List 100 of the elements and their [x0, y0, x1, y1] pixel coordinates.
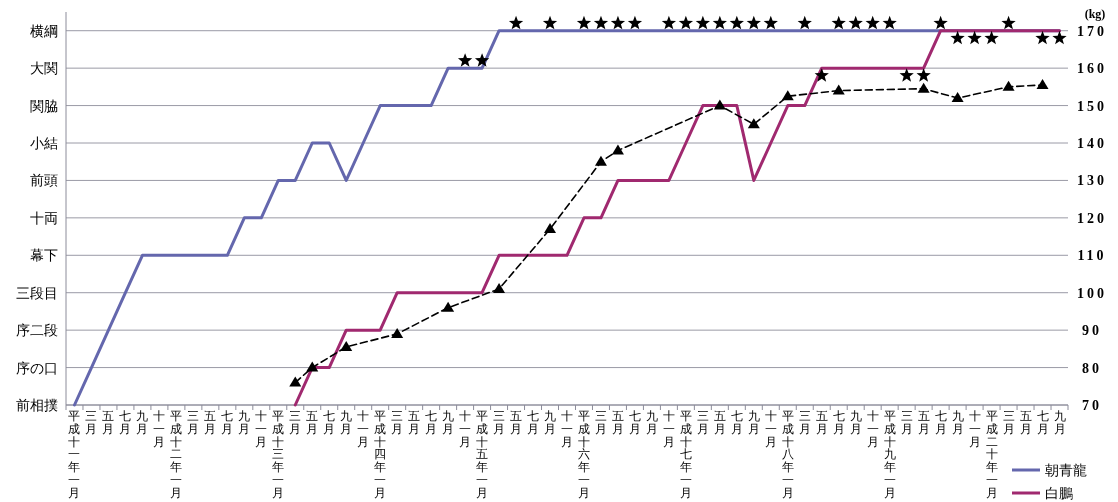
x-tick-label: 五月 [1019, 409, 1032, 436]
point [493, 282, 506, 293]
x-tick-label: 三月 [594, 409, 607, 436]
x-tick-label: 三月 [1002, 409, 1015, 436]
x-tick-label: 七月 [832, 409, 845, 436]
x-tick-label: 九月 [238, 409, 251, 436]
point [746, 15, 761, 30]
x-tick-label: 九月 [1053, 409, 1066, 436]
rank-labels: 横綱 大関 関脇 小結 前頭 十両 幕下 三段目 序二段 序の口 前相撲 [16, 22, 58, 413]
x-tick-label: 平成十二年一月 [170, 409, 183, 500]
x-tick-label: 平成十六年一月 [577, 409, 590, 500]
point [542, 15, 558, 30]
point [1002, 80, 1015, 91]
y-tick-label: 120 [1077, 210, 1107, 226]
legend-label: 朝青龍 [1045, 462, 1087, 478]
x-tick-label: 十一月 [866, 409, 879, 449]
x-tick-label: 十一月 [153, 409, 166, 449]
point [984, 30, 999, 45]
point [340, 340, 353, 351]
x-tick-label: 平成二十年一月 [985, 409, 998, 500]
point [474, 53, 490, 67]
x-tick-label: 五月 [102, 409, 115, 436]
x-tick-label: 平成十七年一月 [679, 409, 692, 500]
x-tick-label: 十一月 [255, 409, 268, 449]
x-tick-label: 九月 [340, 409, 353, 436]
point [967, 30, 982, 45]
point [933, 15, 948, 30]
point [848, 15, 863, 30]
point [1052, 30, 1067, 45]
x-tick-label: 五月 [713, 409, 726, 436]
point [627, 15, 643, 30]
point [1036, 78, 1049, 89]
x-tick-label: 七月 [730, 409, 743, 436]
x-tick-label: 五月 [815, 409, 828, 436]
point [508, 15, 524, 30]
y-tick-label: 90 [1082, 323, 1102, 339]
y-tick-label: 170 [1077, 23, 1107, 39]
x-tick-label: 三月 [187, 409, 200, 436]
point [661, 15, 677, 30]
x-tick-label: 七月 [119, 409, 132, 436]
point [544, 223, 557, 234]
point [576, 15, 592, 30]
y-tick-label: 100 [1077, 285, 1107, 301]
point [1035, 30, 1050, 45]
x-tick-label: 平成十九年一月 [883, 409, 896, 500]
x-tick-label: 平成十一年一月 [68, 409, 81, 500]
x-tick-label: 九月 [645, 409, 658, 436]
point [713, 99, 726, 110]
x-tick-label: 七月 [1036, 409, 1049, 436]
x-tick-label: 七月 [628, 409, 641, 436]
point [306, 361, 319, 372]
x-tick-label: 九月 [747, 409, 760, 436]
point [1001, 15, 1016, 30]
x-tick-label: 平成十四年一月 [374, 409, 387, 500]
point [781, 90, 794, 101]
x-tick-label: 九月 [442, 409, 455, 436]
x-tick-label: 九月 [951, 409, 964, 436]
x-tick-label: 三月 [289, 409, 302, 436]
y-tick-label: 110 [1077, 248, 1107, 264]
point [831, 15, 846, 30]
point [712, 15, 727, 30]
x-tick-label: 十一月 [561, 409, 573, 449]
point [747, 118, 760, 129]
x-tick-label: 五月 [917, 409, 930, 436]
y-tick-label: 160 [1077, 61, 1107, 77]
point [289, 376, 302, 387]
x-tick-label: 七月 [934, 409, 947, 436]
x-tick-label: 十一月 [459, 409, 472, 449]
x-tick-label: 平成十三年一月 [272, 409, 285, 500]
point [763, 15, 778, 30]
point [865, 15, 880, 30]
point [951, 92, 964, 103]
x-tick-label: 三月 [900, 409, 913, 436]
point [695, 15, 710, 30]
x-tick-label: 十一月 [357, 409, 370, 449]
point [814, 68, 829, 82]
x-tick-label: 三月 [696, 409, 709, 436]
x-tick-label: 三月 [493, 409, 506, 436]
point [442, 301, 455, 312]
point [391, 327, 404, 338]
y-tick-label: 70 [1082, 398, 1102, 413]
x-tick-label: 五月 [204, 409, 217, 436]
x-tick-label: 三月 [85, 409, 98, 436]
x-tick-label: 九月 [136, 409, 149, 436]
point [916, 68, 931, 82]
point [594, 155, 607, 166]
x-tick-label: 三月 [391, 409, 404, 436]
point [457, 53, 473, 67]
x-tick-label: 平成十八年一月 [781, 409, 794, 500]
x-tick-label: 十一月 [968, 409, 981, 449]
point [611, 144, 624, 155]
x-tick-label: 七月 [221, 409, 234, 436]
x-tick-label: 九月 [544, 409, 557, 436]
point [729, 15, 744, 30]
y-axis-title: (kg) [1084, 7, 1106, 21]
x-tick-label: 三月 [798, 409, 811, 436]
point [610, 15, 626, 30]
point [832, 84, 845, 95]
x-tick-label: 十一月 [764, 409, 777, 449]
point [593, 15, 609, 30]
